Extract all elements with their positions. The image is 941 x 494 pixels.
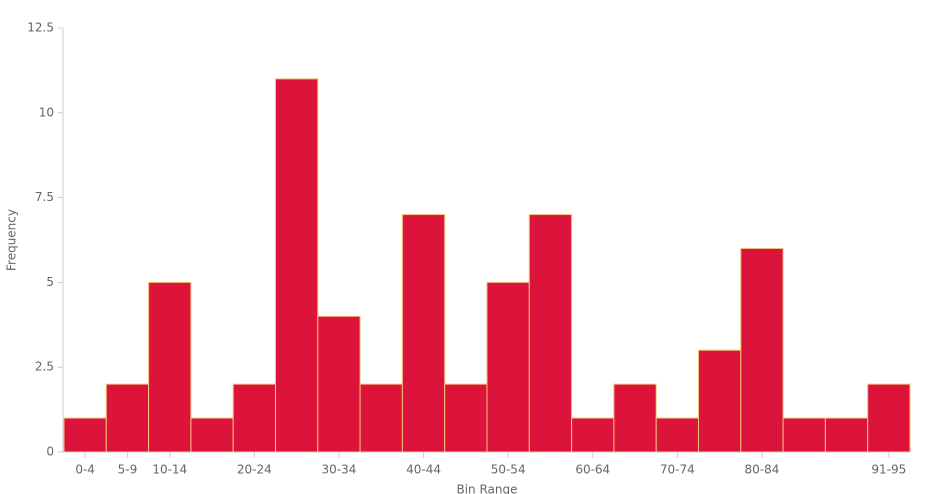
x-tick-label: 91-95 — [871, 463, 906, 477]
bar — [740, 247, 784, 453]
bar — [444, 383, 488, 453]
bar — [401, 214, 446, 453]
bar — [105, 383, 150, 453]
x-axis-title: Bin Range — [456, 483, 517, 494]
y-tick-label: 0 — [46, 445, 54, 459]
y-tick-label: 2.5 — [35, 360, 54, 374]
x-tick-label: 50-54 — [491, 463, 526, 477]
y-tick-label: 12.5 — [27, 21, 54, 35]
x-tick-label: 5-9 — [118, 463, 138, 477]
bar — [867, 383, 911, 453]
bar — [782, 417, 826, 453]
bar — [275, 78, 319, 453]
y-tick-label: 10 — [39, 105, 54, 119]
bar — [232, 383, 276, 453]
bar — [359, 383, 403, 453]
y-axis-title: Frequency — [5, 209, 19, 271]
bar — [63, 417, 107, 453]
bar — [824, 417, 869, 453]
x-tick-label: 0-4 — [75, 463, 95, 477]
bar — [698, 349, 742, 453]
x-tick-label: 60-64 — [575, 463, 610, 477]
bar — [571, 417, 615, 453]
x-tick-label: 30-34 — [322, 463, 357, 477]
y-tick-label: 7.5 — [35, 190, 54, 204]
bar — [190, 417, 234, 453]
bar — [486, 281, 530, 453]
bar — [148, 281, 192, 453]
x-tick-label: 10-14 — [152, 463, 187, 477]
x-tick-label: 70-74 — [660, 463, 695, 477]
bar — [655, 417, 700, 453]
x-tick-label: 20-24 — [237, 463, 272, 477]
bar — [528, 214, 573, 453]
x-tick-label: 80-84 — [745, 463, 780, 477]
bar — [613, 383, 657, 453]
y-tick-label: 5 — [46, 275, 54, 289]
bar — [317, 315, 361, 453]
x-tick-label: 40-44 — [406, 463, 441, 477]
